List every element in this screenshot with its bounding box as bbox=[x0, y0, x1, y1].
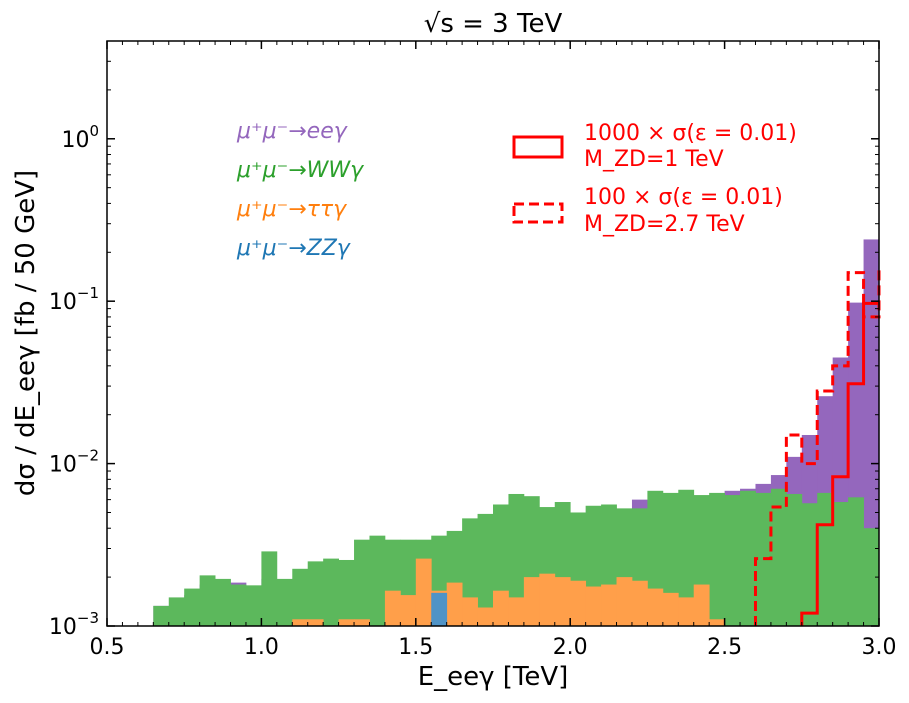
bar-2-25 bbox=[539, 573, 556, 626]
y-tick-label-2: 10−1 bbox=[49, 284, 99, 315]
bar-1-7 bbox=[261, 551, 278, 626]
axis-ticks: 0.5 1.0 1.5 2.0 2.5 3.0 10−3 10−2 10−1 100 bbox=[49, 40, 897, 660]
bar-2-10 bbox=[307, 619, 324, 626]
legend-dashed-line1: 100 × σ(ε = 0.01) bbox=[584, 185, 783, 210]
legend-backgrounds: μ⁺μ⁻→eeγ μ⁺μ⁻→WWγ μ⁺μ⁻→ττγ μ⁺μ⁻→ZZγ bbox=[236, 119, 364, 261]
bar-2-21 bbox=[477, 607, 494, 626]
bar-1-41 bbox=[786, 493, 803, 626]
step-line-5 bbox=[753, 268, 881, 626]
bar-1-5 bbox=[230, 584, 247, 626]
bar-1-13 bbox=[354, 539, 370, 626]
y-axis-label: dσ / dE_eeγ [fb / 50 GeV] bbox=[11, 170, 41, 496]
bar-1-36 bbox=[709, 492, 725, 626]
bar-2-32 bbox=[647, 588, 664, 626]
bar-2-29 bbox=[601, 584, 617, 626]
legend-solid-line1: 1000 × σ(ε = 0.01) bbox=[584, 121, 797, 146]
bar-1-43 bbox=[817, 492, 834, 626]
bar-1-2 bbox=[184, 588, 201, 626]
y-tick-label-3: 100 bbox=[61, 122, 99, 153]
x-tick-label-0: 0.5 bbox=[90, 635, 125, 660]
bar-1-6 bbox=[245, 585, 262, 626]
bar-1-4 bbox=[215, 578, 231, 626]
legend-wwg: μ⁺μ⁻→WWγ bbox=[236, 158, 364, 183]
bar-2-22 bbox=[493, 590, 509, 626]
y-tick-label-0: 10−3 bbox=[49, 609, 99, 640]
x-tick-label-5: 3.0 bbox=[862, 635, 897, 660]
bar-2-13 bbox=[354, 619, 370, 626]
legend-ttg: μ⁺μ⁻→ττγ bbox=[236, 197, 347, 222]
bar-1-45 bbox=[848, 497, 864, 626]
bar-2-23 bbox=[508, 597, 525, 626]
signal-steps bbox=[753, 268, 881, 626]
legend-dashed-line2: M_ZD=2.7 TeV bbox=[584, 212, 745, 237]
legend-zzg: μ⁺μ⁻→ZZγ bbox=[236, 236, 351, 261]
bar-1-44 bbox=[832, 502, 849, 626]
bar-2-9 bbox=[292, 619, 309, 626]
bar-2-20 bbox=[462, 597, 478, 626]
bar-1-11 bbox=[323, 558, 339, 626]
bar-3-18 bbox=[431, 592, 448, 626]
bar-1-1 bbox=[168, 597, 185, 626]
bar-1-21 bbox=[477, 513, 494, 626]
x-tick-label-1: 1.0 bbox=[244, 635, 279, 660]
x-axis-label: E_eeγ [TeV] bbox=[418, 662, 569, 692]
bar-2-19 bbox=[446, 582, 463, 626]
bar-1-9 bbox=[292, 568, 309, 626]
bar-1-8 bbox=[276, 578, 293, 626]
bar-2-15 bbox=[384, 590, 401, 626]
bar-2-33 bbox=[662, 592, 679, 626]
bar-2-36 bbox=[709, 619, 725, 626]
bar-2-35 bbox=[693, 584, 710, 626]
bar-2-30 bbox=[616, 577, 633, 626]
bar-1-33 bbox=[662, 492, 679, 626]
legend-solid-line2: M_ZD=1 TeV bbox=[584, 147, 724, 172]
x-tick-label-4: 2.5 bbox=[707, 635, 742, 660]
bar-1-37 bbox=[724, 495, 741, 626]
bar-2-12 bbox=[338, 619, 355, 626]
chart-title: √s = 3 TeV bbox=[424, 9, 563, 39]
bar-2-17 bbox=[415, 558, 432, 626]
legend-signal: 1000 × σ(ε = 0.01) M_ZD=1 TeV 100 × σ(ε … bbox=[512, 121, 797, 237]
bar-1-10 bbox=[307, 561, 324, 626]
step-line-4 bbox=[800, 301, 881, 626]
y-tick-label-1: 10−2 bbox=[49, 447, 99, 478]
bar-1-3 bbox=[199, 575, 216, 626]
bar-1-42 bbox=[801, 503, 818, 626]
bar-2-31 bbox=[631, 580, 648, 626]
histogram-bars bbox=[153, 216, 880, 627]
bar-2-24 bbox=[523, 577, 540, 626]
legend-eeg: μ⁺μ⁻→eeγ bbox=[236, 119, 348, 144]
bar-1-46 bbox=[863, 528, 880, 626]
bar-1-40 bbox=[770, 488, 787, 626]
x-tick-label-3: 2.0 bbox=[553, 635, 588, 660]
bar-2-34 bbox=[678, 597, 695, 626]
bar-2-26 bbox=[554, 577, 571, 626]
bar-1-34 bbox=[678, 489, 695, 626]
bar-2-16 bbox=[400, 595, 417, 626]
bar-1-14 bbox=[369, 535, 386, 626]
x-tick-label-2: 1.5 bbox=[398, 635, 433, 660]
bar-1-38 bbox=[740, 490, 756, 626]
bar-1-12 bbox=[338, 559, 355, 626]
bar-2-28 bbox=[585, 586, 602, 626]
bar-1-0 bbox=[153, 605, 170, 626]
bar-1-23 bbox=[508, 493, 525, 626]
legend-solid-swatch bbox=[512, 135, 564, 159]
bar-2-27 bbox=[570, 580, 587, 626]
legend-dashed-swatch bbox=[512, 202, 564, 224]
